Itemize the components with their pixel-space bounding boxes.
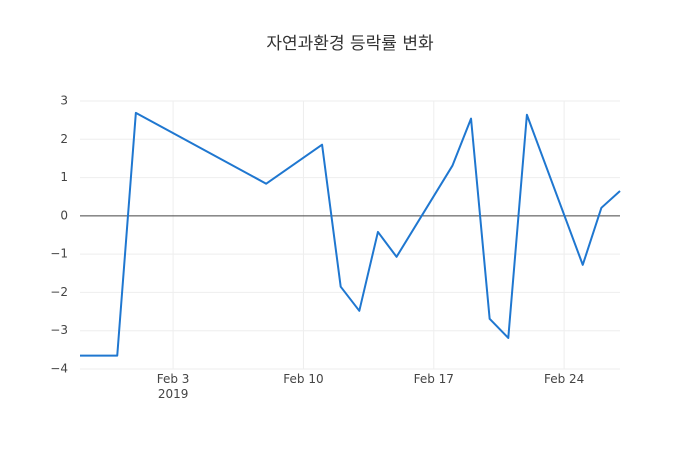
x-tick-line: Feb 3	[157, 372, 190, 386]
line-series	[80, 111, 621, 357]
x-tick-line: Feb 10	[283, 372, 323, 386]
y-tick-label: 2	[60, 132, 68, 146]
y-tick-label: −3	[50, 323, 68, 337]
y-tick-label: −1	[50, 247, 68, 261]
y-tick-label: −4	[50, 362, 68, 376]
x-tick-label: Feb 3 2019	[157, 372, 190, 401]
x-tick-label: Feb 24	[544, 372, 584, 386]
y-tick-label: 1	[60, 170, 68, 184]
chart-title: 자연과환경 등락률 변화	[266, 34, 434, 54]
x-tick-label: Feb 10	[283, 372, 323, 386]
y-tick-label: 0	[60, 208, 68, 222]
x-tick-label: Feb 17	[414, 372, 454, 386]
x-tick-line: Feb 17	[414, 372, 454, 386]
y-tick-label: −2	[50, 285, 68, 299]
x-tick-line: 2019	[158, 387, 189, 401]
y-tick-label: 3	[60, 94, 68, 108]
x-tick-line: Feb 24	[544, 372, 584, 386]
